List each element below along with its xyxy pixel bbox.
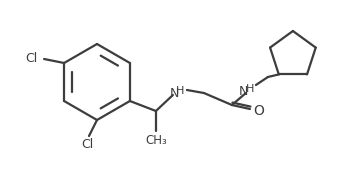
Text: H: H: [246, 84, 254, 94]
Text: H: H: [176, 86, 184, 96]
Text: Cl: Cl: [25, 51, 37, 64]
Text: N: N: [239, 84, 248, 98]
Text: Cl: Cl: [81, 138, 93, 152]
Text: O: O: [253, 104, 264, 118]
Text: CH₃: CH₃: [145, 134, 167, 147]
Text: N: N: [170, 87, 180, 100]
